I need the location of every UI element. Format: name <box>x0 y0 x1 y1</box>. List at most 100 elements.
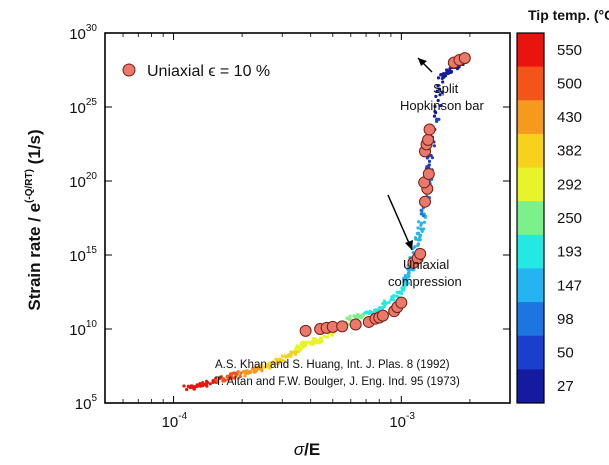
colorbar-segment <box>517 268 544 303</box>
trend-point <box>281 359 285 363</box>
trend-point <box>419 227 423 231</box>
trend-point <box>294 352 298 356</box>
y-tick-label: 1030 <box>69 23 97 43</box>
trend-point <box>445 70 449 74</box>
x-tick-label: 10-4 <box>162 411 188 431</box>
trend-point <box>416 226 420 230</box>
trend-point <box>226 374 230 378</box>
trend-point <box>411 251 415 255</box>
x-tick-label: 10-3 <box>389 411 415 431</box>
colorbar: 550 500 430 382 292 250 193 147 98 50 27 <box>516 32 582 404</box>
colorbar-label: 382 <box>557 143 582 160</box>
data-point <box>418 195 431 208</box>
trend-point <box>415 231 419 236</box>
trend-point <box>438 93 442 97</box>
trend-point <box>441 74 446 78</box>
colorbar-segment <box>517 369 544 404</box>
trend-point <box>395 290 399 294</box>
trend-point <box>311 336 316 341</box>
trend-point <box>433 104 437 109</box>
trend-point <box>434 94 438 98</box>
trend-point <box>422 220 427 224</box>
trend-point <box>437 87 442 91</box>
data-point <box>349 318 362 331</box>
annotation-line-2: Hopkinson bar <box>400 98 484 113</box>
trend-point <box>228 374 233 378</box>
trend-point <box>266 365 270 369</box>
y-axis-label: Strain rate / e(-Q/RT) (1/s) <box>24 129 44 310</box>
trend-point <box>417 220 421 224</box>
trend-point <box>407 270 411 274</box>
colorbar-segment <box>517 335 544 370</box>
trend-point <box>437 117 441 121</box>
trend-point <box>223 378 227 382</box>
trend-point <box>249 370 253 374</box>
trend-point <box>398 290 402 294</box>
trend-point <box>234 371 238 375</box>
colorbar-segment <box>517 201 544 236</box>
trend-point <box>259 366 263 371</box>
trend-point <box>421 214 425 218</box>
data-point <box>395 296 408 309</box>
data-point <box>414 247 427 260</box>
trend-point <box>413 245 417 249</box>
trend-point <box>421 227 426 231</box>
trend-point <box>254 369 258 373</box>
trend-point <box>439 104 443 108</box>
colorbar-label: 550 <box>557 42 582 59</box>
trend-point <box>392 298 396 302</box>
trend-point <box>435 89 439 93</box>
data-point <box>336 320 349 333</box>
trend-point <box>243 374 247 378</box>
trend-point <box>384 301 388 305</box>
data-point <box>423 123 436 136</box>
trend-point <box>432 114 437 118</box>
y-tick-label: 1025 <box>69 97 97 117</box>
data-markers <box>299 52 471 337</box>
trend-point <box>436 98 440 103</box>
trend-point <box>322 334 326 338</box>
y-tick-label: 1010 <box>69 319 97 339</box>
colorbar-segment <box>517 133 544 169</box>
data-point <box>422 133 435 146</box>
trend-point <box>272 361 276 366</box>
trend-point <box>449 69 454 74</box>
trend-point <box>387 300 391 304</box>
annotation-line-4: compression <box>388 274 462 289</box>
data-point <box>458 52 471 65</box>
trend-point <box>345 316 349 320</box>
trend-point <box>406 281 410 285</box>
trend-point <box>259 363 264 367</box>
trend-point <box>420 229 424 233</box>
y-tick-label: 105 <box>75 393 98 413</box>
colorbar-label: 98 <box>557 311 574 328</box>
trend-point <box>352 314 356 318</box>
trend-point <box>402 288 406 292</box>
trend-point <box>392 294 396 298</box>
trend-point <box>381 301 385 306</box>
trend-point <box>436 76 441 80</box>
trend-point <box>280 354 284 358</box>
y-tick-label: 1015 <box>69 245 97 265</box>
trend-point <box>441 80 445 84</box>
trend-point <box>416 238 420 242</box>
trend-point <box>380 306 384 310</box>
trend-point <box>186 384 190 388</box>
trend-point <box>419 221 424 225</box>
trend-point <box>237 371 241 375</box>
trend-point <box>293 347 298 352</box>
trend-point <box>269 364 273 368</box>
colorbar-segment <box>517 66 544 101</box>
trend-point <box>330 333 335 337</box>
trend-point <box>307 340 311 344</box>
trend-point <box>238 374 242 379</box>
colorbar-label: 147 <box>557 277 582 294</box>
trend-point <box>246 370 250 374</box>
trend-point <box>289 352 293 356</box>
annotation-line-1: Split <box>433 81 459 96</box>
trend-point <box>402 284 406 288</box>
colorbar-segment <box>517 100 544 135</box>
trend-point <box>190 384 195 388</box>
colorbar-label: 430 <box>557 109 582 126</box>
